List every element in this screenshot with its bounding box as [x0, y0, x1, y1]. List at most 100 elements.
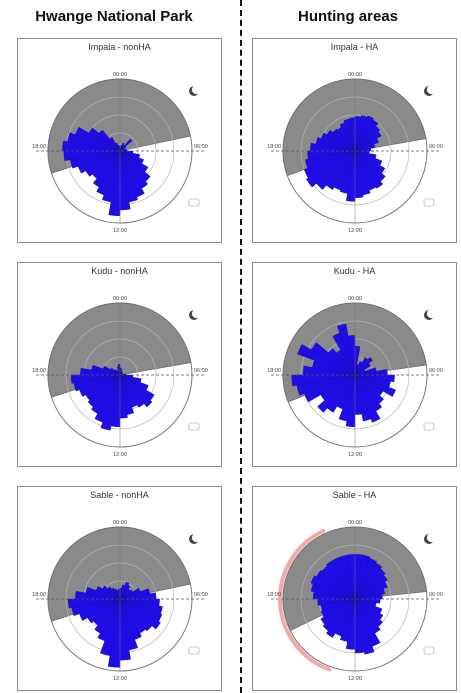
rose-chart-sable-ha: Sable - HA 00:00 12:00 18:00 06:00 [252, 486, 457, 691]
bar-30 [326, 129, 356, 152]
bar-22 [317, 374, 356, 413]
bar-29 [96, 586, 121, 600]
bar-19 [100, 598, 121, 656]
bar-22 [322, 598, 356, 632]
rose-chart-impala-ha: Impala - HA 00:00 12:00 18:00 06:00 [252, 38, 457, 243]
chart-title: Kudu - nonHA [91, 266, 148, 276]
bar-2 [354, 558, 377, 600]
time-label-top: 00:00 [348, 296, 362, 302]
time-label-bottom: 12:00 [113, 452, 127, 458]
bar-3 [354, 119, 379, 152]
bar-16 [354, 598, 375, 655]
time-label-right: 06:00 [429, 368, 443, 374]
bar-30 [88, 127, 121, 152]
bar-8 [354, 148, 372, 152]
legend-box [188, 198, 200, 207]
time-label-top: 00:00 [113, 520, 127, 526]
legend-box [188, 646, 200, 655]
bar-12 [119, 598, 161, 630]
bar-31 [98, 129, 121, 152]
time-label-top: 00:00 [113, 296, 127, 302]
rose-chart-kudu-nonha: Kudu - nonHA 00:00 12:00 18:00 06:00 [17, 262, 222, 467]
bar-6 [354, 138, 379, 152]
column-title-hwange: Hwange National Park [35, 8, 193, 25]
time-label-left: 18:00 [32, 368, 46, 374]
bar-33 [115, 142, 121, 152]
bar-21 [92, 150, 121, 188]
bar-33 [114, 588, 121, 600]
time-label-bottom: 12:00 [348, 452, 362, 458]
chart-title: Impala - HA [330, 42, 379, 52]
legend-box [423, 198, 435, 207]
bar-31 [328, 348, 356, 376]
bar-3 [354, 562, 383, 600]
bar-31 [107, 586, 121, 600]
time-label-left: 18:00 [267, 144, 281, 150]
moon-icon [424, 84, 437, 96]
bar-5 [354, 574, 388, 600]
bar-4 [354, 357, 373, 376]
bar-32 [111, 587, 121, 600]
bar-13 [119, 598, 153, 632]
chart-title: Impala - nonHA [88, 42, 151, 52]
bar-21 [94, 598, 121, 634]
bar-30 [316, 570, 356, 600]
column-divider [240, 0, 242, 693]
bar-4 [354, 568, 386, 600]
bar-5 [354, 131, 382, 152]
bar-29 [297, 344, 356, 376]
legend-box [423, 422, 435, 431]
time-label-bottom: 12:00 [113, 676, 127, 682]
polar-plot: 00:00 12:00 18:00 06:00 [267, 296, 443, 458]
bar-29 [310, 575, 356, 600]
bar-14 [354, 150, 384, 189]
bar-31 [332, 128, 356, 152]
bar-13 [119, 374, 153, 408]
bar-6 [354, 581, 388, 600]
bar-11 [354, 374, 396, 397]
bar-24 [304, 150, 356, 179]
moon-icon [424, 308, 437, 320]
bar-23 [320, 598, 356, 625]
time-label-right: 06:00 [194, 144, 208, 150]
time-label-bottom: 12:00 [113, 228, 127, 234]
bar-3 [119, 585, 131, 600]
polar-plot: 00:00 12:00 18:00 06:00 [32, 72, 208, 234]
moon-icon [189, 84, 202, 96]
bar-32 [109, 137, 121, 152]
moon-icon [424, 532, 437, 544]
bar-7 [354, 143, 376, 152]
bar-5 [354, 363, 371, 376]
rose-chart-impala-nonha: Impala - nonHA 00:00 12:00 18:00 06:00 [17, 38, 222, 243]
bar-34 [337, 323, 356, 376]
time-label-left: 18:00 [267, 592, 281, 598]
bar-16 [354, 374, 372, 422]
bar-20 [94, 374, 121, 423]
bar-2 [354, 115, 374, 152]
bar-22 [87, 374, 121, 408]
bar-30 [102, 585, 121, 600]
polar-plot: 00:00 12:00 18:00 06:00 [32, 296, 208, 458]
bar-24 [320, 598, 356, 618]
time-label-right: 06:00 [194, 592, 208, 598]
moon-icon [189, 532, 202, 544]
column-title-hunting-areas: Hunting areas [297, 8, 399, 25]
bar-14 [119, 374, 145, 408]
time-label-left: 18:00 [32, 144, 46, 150]
time-label-right: 06:00 [429, 144, 443, 150]
time-label-bottom: 12:00 [348, 676, 362, 682]
chart-title: Sable - HA [332, 490, 377, 500]
legend-box [423, 646, 435, 655]
bar-30 [311, 342, 356, 376]
highlight-arc [278, 529, 332, 672]
bar-19 [102, 150, 121, 203]
time-label-bottom: 12:00 [348, 228, 362, 234]
bar-4 [354, 125, 381, 152]
time-label-right: 06:00 [194, 368, 208, 374]
bar-19 [100, 374, 121, 431]
bar-34 [117, 145, 121, 152]
bar-21 [91, 374, 121, 414]
legend-box [188, 422, 200, 431]
rose-chart-kudu-ha: Kudu - HA 00:00 12:00 18:00 06:00 [252, 262, 457, 467]
moon-icon [189, 308, 202, 320]
